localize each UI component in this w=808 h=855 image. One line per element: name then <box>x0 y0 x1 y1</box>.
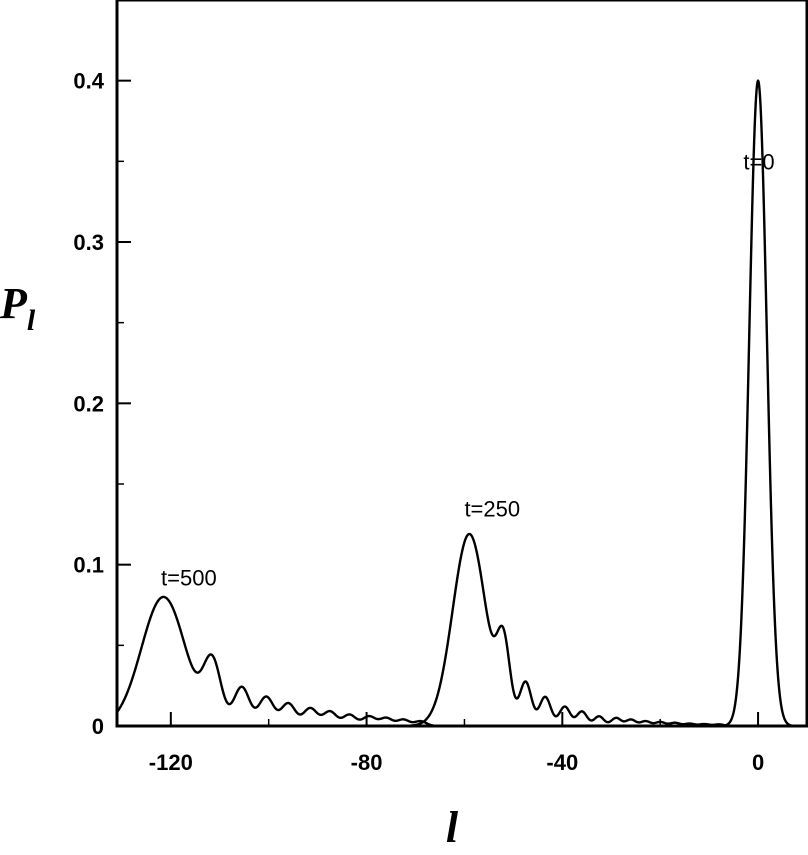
x-tick-label: -120 <box>149 750 193 775</box>
x-tick-label: -80 <box>351 750 383 775</box>
x-tick-label: -40 <box>546 750 578 775</box>
annotations: t=0 t=250 t=500 <box>161 149 775 590</box>
y-axis-title-subscript: l <box>27 304 36 337</box>
y-tick-labels: 0 0.1 0.2 0.3 0.4 <box>73 69 104 739</box>
x-tick-label: 0 <box>752 750 764 775</box>
y-tick-label: 0.3 <box>73 230 104 255</box>
plot-frame <box>115 0 808 728</box>
series-annotation: t=0 <box>743 149 774 174</box>
y-tick-label: 0 <box>92 714 104 739</box>
series-annotation: t=500 <box>161 566 217 591</box>
y-tick-label: 0.2 <box>73 391 104 416</box>
series-line <box>116 595 808 728</box>
tick-marks <box>117 0 760 727</box>
x-axis-title: l <box>446 803 459 852</box>
series-line <box>116 532 808 728</box>
series-line <box>116 79 808 728</box>
y-axis-title-main: P <box>0 279 28 328</box>
x-tick-labels: -120 -80 -40 0 <box>149 750 764 775</box>
y-axis-title: Pl <box>0 279 36 337</box>
series-lines <box>116 79 808 728</box>
y-tick-label: 0.4 <box>73 69 104 94</box>
series-annotation: t=250 <box>464 496 520 521</box>
y-tick-label: 0.1 <box>73 553 104 578</box>
